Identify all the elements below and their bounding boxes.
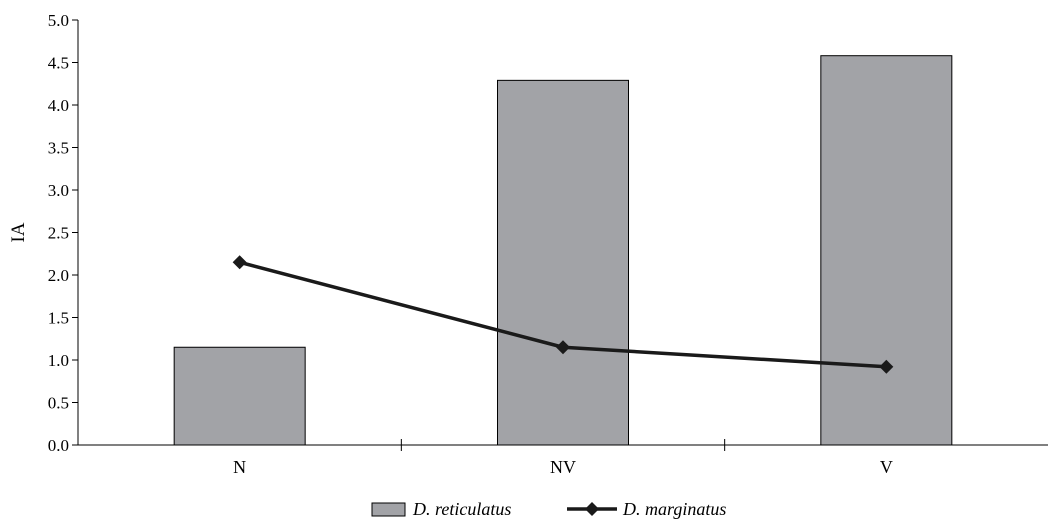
- y-tick-label: 3.5: [48, 139, 69, 158]
- bar: [497, 79, 629, 446]
- legend-entry-label: D. marginatus: [622, 499, 726, 519]
- bar: [173, 346, 306, 446]
- line-point: [879, 359, 894, 374]
- y-axis-label: IA: [8, 222, 29, 242]
- axes: 0.0 0.5 1.0 1.5 2.0 2.5 3.0 3.5 4.0 4.5 5.0 N NV V: [48, 11, 1048, 477]
- y-tick-label: 2.5: [48, 224, 69, 243]
- legend-entry-label: D. reticulatus: [412, 499, 511, 519]
- bars: [173, 55, 953, 446]
- legend: D. reticulatus D. marginatus: [371, 499, 726, 519]
- line-point: [232, 255, 247, 270]
- y-tick-label: 1.5: [48, 309, 69, 328]
- line-point: [556, 340, 570, 355]
- y-tick-label: 4.5: [48, 54, 69, 73]
- y-tick-label: 4.0: [48, 96, 69, 115]
- x-tick-label: N: [233, 457, 246, 477]
- x-tick-label: V: [880, 457, 893, 477]
- bar: [820, 55, 953, 446]
- legend-bar-swatch: [371, 502, 406, 517]
- y-tick-label: 5.0: [48, 11, 69, 30]
- y-tick-label: 0.5: [48, 394, 69, 413]
- line-series: [232, 255, 894, 374]
- y-tick-label: 1.0: [48, 351, 69, 370]
- legend-marker: [585, 502, 599, 516]
- y-tick-label: 0.0: [48, 436, 69, 455]
- y-tick-label: 3.0: [48, 181, 69, 200]
- y-tick-label: 2.0: [48, 266, 69, 285]
- x-tick-label: NV: [550, 457, 576, 477]
